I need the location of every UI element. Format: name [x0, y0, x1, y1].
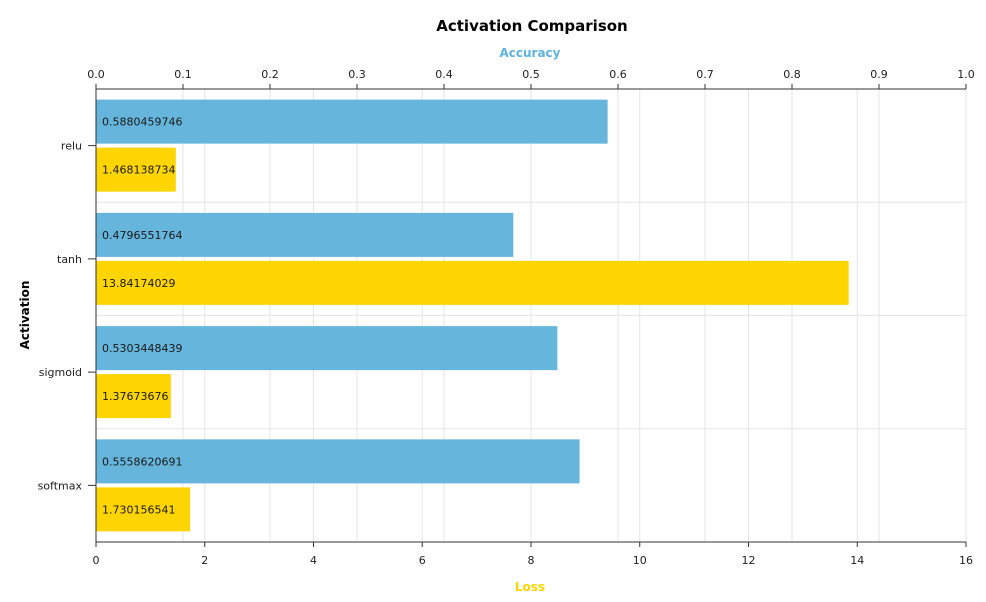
top-axis-tick-label: 0.9	[870, 68, 888, 81]
top-axis-title: Accuracy	[499, 46, 560, 60]
top-axis-tick-label: 0.0	[87, 68, 105, 81]
chart-title: Activation Comparison	[436, 17, 627, 35]
category-label: softmax	[38, 479, 83, 492]
loss-bar	[96, 374, 171, 419]
top-axis-tick-label: 0.8	[783, 68, 801, 81]
loss-data-label: 13.84174029	[102, 277, 175, 290]
bottom-axis-tick-label: 2	[201, 554, 208, 567]
y-axis-title: Activation	[18, 281, 32, 350]
top-axis-tick-label: 0.3	[348, 68, 366, 81]
accuracy-data-label: 0.5880459746	[102, 116, 182, 129]
loss-bar	[96, 260, 849, 305]
accuracy-data-label: 0.4796551764	[102, 229, 182, 242]
accuracy-bar	[96, 99, 608, 144]
loss-data-label: 1.730156541	[102, 503, 175, 516]
top-axis-tick-label: 0.6	[609, 68, 627, 81]
bottom-axis-tick-label: 8	[528, 554, 535, 567]
top-axis-tick-label: 0.2	[261, 68, 279, 81]
axes: relu tanh sigmoid softmax 0.0 0.1 0.2 0.3 0.4 0.5…	[38, 68, 975, 567]
loss-bar	[96, 487, 191, 532]
accuracy-data-label: 0.5558620691	[102, 455, 182, 468]
bottom-axis-tick-label: 0	[93, 554, 100, 567]
accuracy-bar	[96, 439, 580, 484]
top-axis-tick-label: 0.4	[435, 68, 453, 81]
loss-data-label: 1.37673676	[102, 390, 168, 403]
category-label: tanh	[57, 253, 82, 266]
bottom-axis-tick-label: 16	[959, 554, 973, 567]
loss-bar	[96, 147, 176, 192]
accuracy-bar	[96, 212, 514, 257]
bottom-axis-tick-label: 12	[742, 554, 756, 567]
accuracy-data-label: 0.5303448439	[102, 342, 182, 355]
category-label: relu	[61, 140, 82, 153]
top-axis-tick-label: 0.1	[174, 68, 192, 81]
bottom-axis-title: Loss	[515, 580, 545, 594]
bottom-axis-tick-label: 6	[419, 554, 426, 567]
top-axis-tick-label: 1.0	[957, 68, 975, 81]
bottom-axis-tick-label: 4	[310, 554, 317, 567]
bottom-axis-tick-label: 10	[633, 554, 647, 567]
bottom-axis-tick-label: 14	[850, 554, 864, 567]
top-axis-tick-label: 0.5	[522, 68, 540, 81]
category-label: sigmoid	[39, 366, 82, 379]
bars: 0.5880459746 1.468138734 0.4796551764 13.84…	[96, 99, 849, 532]
accuracy-bar	[96, 326, 558, 371]
loss-data-label: 1.468138734	[102, 164, 175, 177]
top-axis-tick-label: 0.7	[696, 68, 714, 81]
